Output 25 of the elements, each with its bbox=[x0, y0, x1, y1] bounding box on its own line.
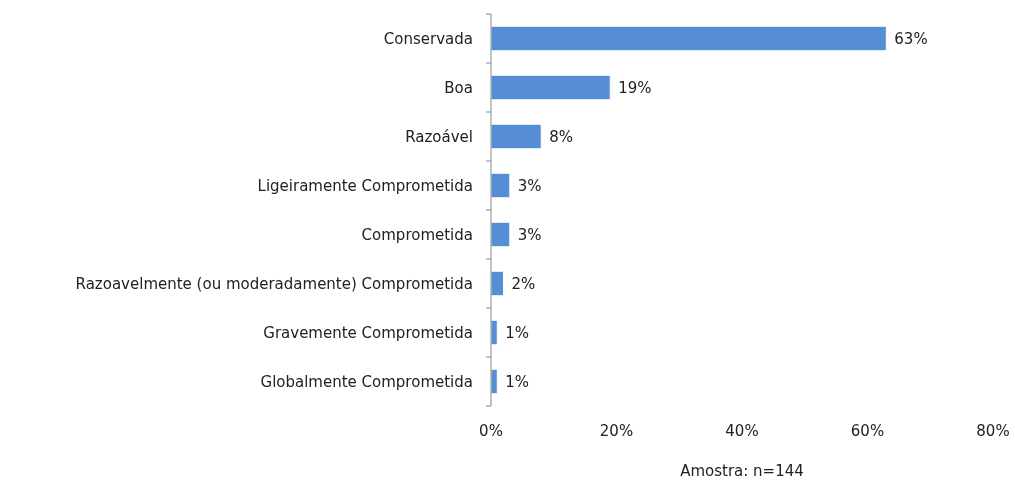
x-tick-label: 0% bbox=[479, 422, 503, 440]
data-label: 3% bbox=[517, 225, 542, 244]
bar bbox=[490, 25, 887, 52]
y-tick-label: Gravemente Comprometida bbox=[263, 323, 473, 342]
y-tick-label: Conservada bbox=[383, 29, 473, 48]
y-tick-label: Razoavelmente (ou moderadamente) Comprometida bbox=[75, 274, 473, 293]
data-label: 2% bbox=[511, 274, 536, 293]
x-tick-label: 60% bbox=[850, 422, 885, 440]
data-label: 63% bbox=[894, 29, 928, 48]
data-label: 1% bbox=[505, 372, 530, 391]
data-label: 8% bbox=[549, 127, 573, 146]
text: Amostra: n=144 bbox=[680, 462, 804, 480]
bar bbox=[490, 74, 611, 101]
bar bbox=[490, 123, 542, 150]
y-tick-label: Razoável bbox=[405, 127, 473, 146]
y-tick-label: Globalmente Comprometida bbox=[260, 372, 473, 391]
x-tick-label: 20% bbox=[599, 422, 634, 440]
y-tick-label: Comprometida bbox=[361, 225, 473, 244]
data-label: 1% bbox=[505, 323, 530, 342]
y-tick-label: Ligeiramente Comprometida bbox=[257, 176, 473, 195]
x-tick-label: 80% bbox=[976, 422, 1010, 440]
data-label: 19% bbox=[618, 78, 652, 97]
data-label: 3% bbox=[517, 176, 542, 195]
y-tick-label: Boa bbox=[444, 78, 473, 97]
x-tick-label: 40% bbox=[725, 422, 759, 440]
